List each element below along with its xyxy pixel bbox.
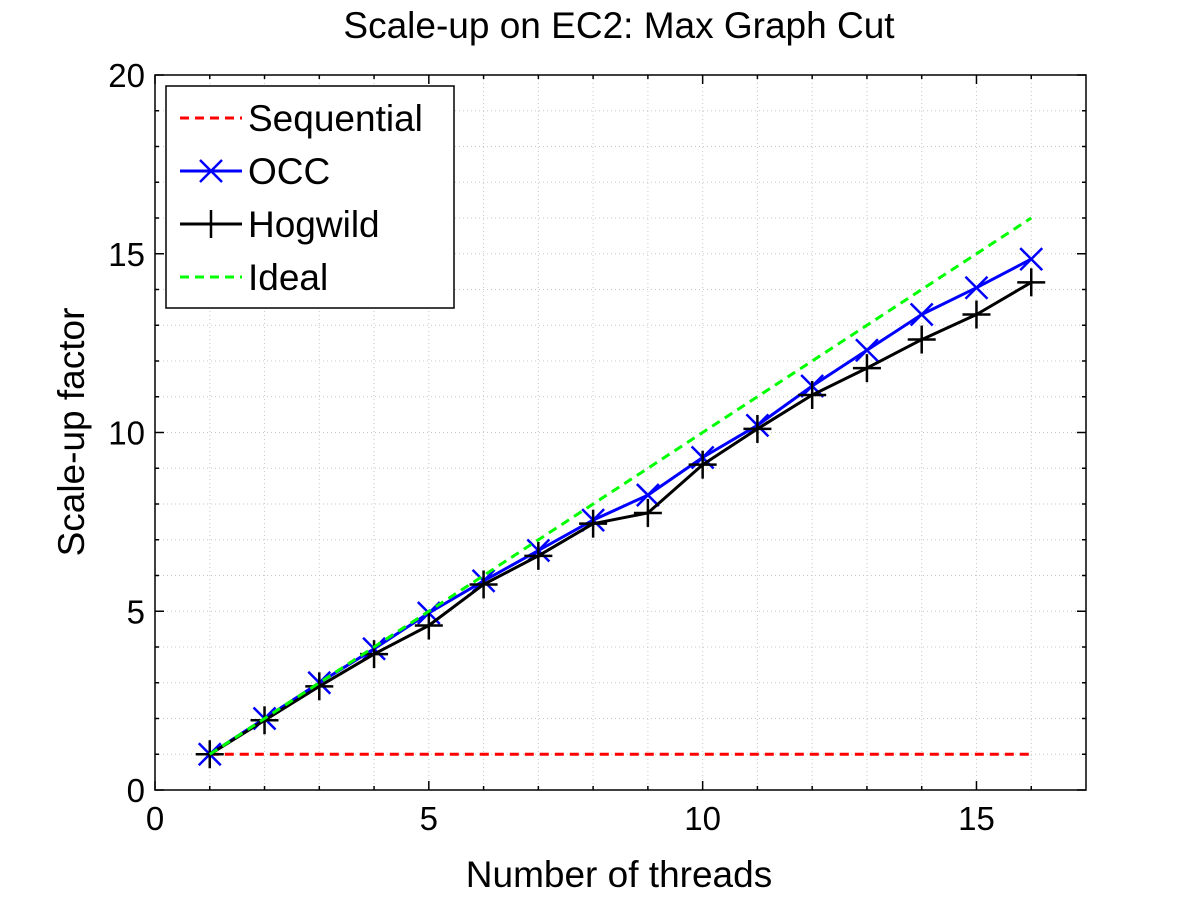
data-point — [633, 498, 662, 527]
legend-item-hogwild: Hogwild — [180, 204, 380, 245]
y-tick-label: 10 — [108, 415, 145, 452]
legend-label: OCC — [248, 151, 330, 192]
data-point — [1017, 268, 1046, 297]
legend-label: Hogwild — [248, 204, 380, 245]
data-point — [798, 380, 827, 409]
data-point — [305, 672, 334, 701]
y-axis-title: Scale-up factor — [51, 308, 92, 557]
x-tick-label: 15 — [958, 800, 995, 837]
data-point — [1019, 247, 1044, 271]
legend-label: Ideal — [248, 257, 328, 298]
series-marker-stroke — [964, 275, 989, 300]
data-point — [852, 354, 881, 383]
legend-item-sequential: Sequential — [180, 98, 423, 139]
x-tick-label: 5 — [420, 800, 438, 837]
data-point — [195, 740, 224, 769]
series-line — [208, 216, 1033, 756]
series-marker-stroke — [199, 159, 223, 183]
series-marker-stroke — [635, 483, 660, 507]
data-point — [524, 541, 553, 570]
data-point — [962, 300, 991, 329]
data-point — [909, 302, 934, 327]
data-point — [907, 325, 936, 354]
ticks — [154, 74, 1086, 791]
y-tick-label: 5 — [127, 593, 145, 630]
data-point — [250, 706, 279, 735]
data-point — [579, 509, 608, 538]
series-marker-stroke — [1019, 247, 1044, 271]
series-marker-stroke — [855, 338, 879, 363]
legend: Sequential OCC Hogwild Ideal — [165, 85, 455, 309]
data-point — [964, 275, 989, 300]
y-tick-label: 20 — [108, 57, 145, 94]
data-point — [635, 483, 660, 507]
data-point — [743, 414, 772, 443]
chart-title: Scale-up on EC2: Max Graph Cut — [343, 5, 895, 46]
x-tick-label: 10 — [684, 800, 721, 837]
series-line — [208, 257, 1032, 756]
legend-item-ideal: Ideal — [180, 257, 328, 298]
legend-box — [165, 85, 455, 309]
y-tick-label: 15 — [108, 236, 145, 273]
series-line — [209, 281, 1032, 756]
data-point — [855, 338, 879, 363]
legend-label: Sequential — [248, 98, 423, 139]
series-ideal — [208, 216, 1033, 756]
series-marker-stroke — [909, 302, 934, 327]
x-tick-label: 0 — [146, 800, 164, 837]
y-tick-label: 0 — [127, 772, 145, 809]
data-point — [469, 570, 498, 599]
x-axis-title: Number of threads — [466, 854, 772, 895]
data-point — [688, 450, 717, 479]
data-point — [414, 611, 443, 640]
legend-item-occ: OCC — [180, 151, 330, 192]
